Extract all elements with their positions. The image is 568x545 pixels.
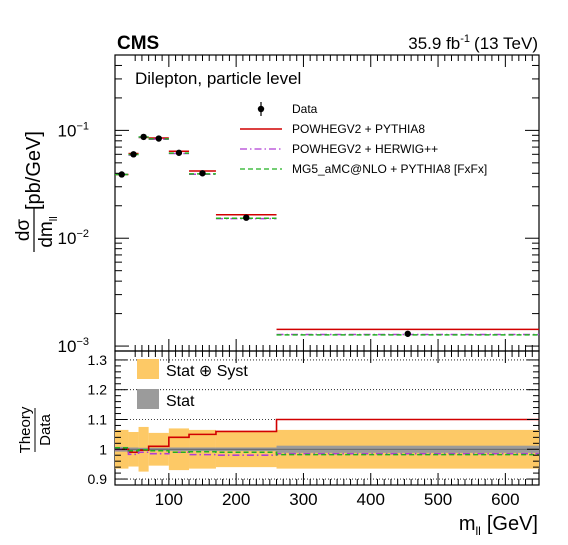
ratio-ylabel-data: Data xyxy=(37,414,54,446)
legend-stat-swatch xyxy=(137,389,159,409)
top-ylabel: [pb/GeV] dσ dmll xyxy=(13,131,60,252)
x-tick-label: 300 xyxy=(289,490,317,509)
lumi-energy: (13 TeV) xyxy=(474,34,538,53)
ylabel-units: [pb/GeV] xyxy=(23,131,45,210)
data-point xyxy=(243,214,250,221)
ratio-ylabel: Theory Data xyxy=(17,406,54,453)
cms-label: CMS xyxy=(117,33,159,54)
legend-mg5-label: MG5_aMC@NLO + PYTHIA8 [FxFx] xyxy=(292,162,487,176)
annotation: Dilepton, particle level xyxy=(135,69,301,88)
ylabel-numerator: dσ xyxy=(13,219,34,242)
data-points xyxy=(118,133,411,337)
x-tick-label: 200 xyxy=(222,490,250,509)
legend-stat-syst-swatch xyxy=(137,359,159,379)
ratio-curve-0 xyxy=(115,418,539,454)
ratio-axis-ticks: 0.9 1 1.1 1.2 1.3 100 200 300 400 500 600 xyxy=(88,351,540,509)
ratio-y-tick-label: 1.3 xyxy=(88,352,108,368)
ratio-ylabel-theory: Theory xyxy=(17,406,34,453)
data-point xyxy=(155,135,162,142)
data-point xyxy=(175,149,183,156)
ratio-panel-frame xyxy=(114,350,540,486)
ratio-legend: Stat ⊕ Syst Stat xyxy=(137,359,248,410)
x-tick-label: 100 xyxy=(155,490,183,509)
ratio-bands xyxy=(115,426,539,472)
x-tick-label: 500 xyxy=(424,490,452,509)
legend-data-label: Data xyxy=(292,102,318,116)
data-point xyxy=(118,171,125,178)
legend-stat-syst-label: Stat ⊕ Syst xyxy=(166,363,248,380)
legend-powheg-pythia-label: POWHEGV2 + PYTHIA8 xyxy=(292,122,425,136)
ratio-y-tick-label: 1 xyxy=(99,441,107,457)
y-tick-label: 10−2 xyxy=(58,228,89,248)
ratio-panel xyxy=(114,350,540,486)
x-tick-label: 400 xyxy=(357,490,385,509)
y-tick-label: 10−1 xyxy=(58,120,89,140)
x-tick-label: 600 xyxy=(491,490,519,509)
lumi-value: 35.9 fb xyxy=(408,34,460,53)
ratio-curve-2 xyxy=(115,446,539,456)
ratio-y-tick-label: 1.1 xyxy=(88,411,108,427)
legend-powheg-herwig-label: POWHEGV2 + HERWIG++ xyxy=(292,142,438,156)
legend-data-marker xyxy=(257,105,265,113)
legend-stat-label: Stat xyxy=(166,393,195,410)
top-panel xyxy=(114,54,540,352)
lumi-exp: -1 xyxy=(460,33,470,45)
data-point xyxy=(130,151,137,158)
ratio-y-tick-label: 0.9 xyxy=(88,471,108,487)
top-axis-ticks: 10−1 10−2 10−3 xyxy=(58,54,540,356)
data-point xyxy=(140,133,147,141)
ratio-curves xyxy=(115,418,539,457)
data-point xyxy=(404,330,411,337)
top-panel-frame xyxy=(114,54,540,352)
top-legend: Data POWHEGV2 + PYTHIA8 POWHEGV2 + HERWI… xyxy=(240,102,487,176)
data-point xyxy=(199,170,206,177)
ylabel-denominator: dmll xyxy=(36,216,60,247)
lumi-label: 35.9 fb-1 (13 TeV) xyxy=(408,33,538,53)
xlabel: mll [GeV] xyxy=(459,513,538,538)
y-tick-label: 10−3 xyxy=(58,336,89,356)
ratio-y-tick-label: 1.2 xyxy=(88,382,108,398)
